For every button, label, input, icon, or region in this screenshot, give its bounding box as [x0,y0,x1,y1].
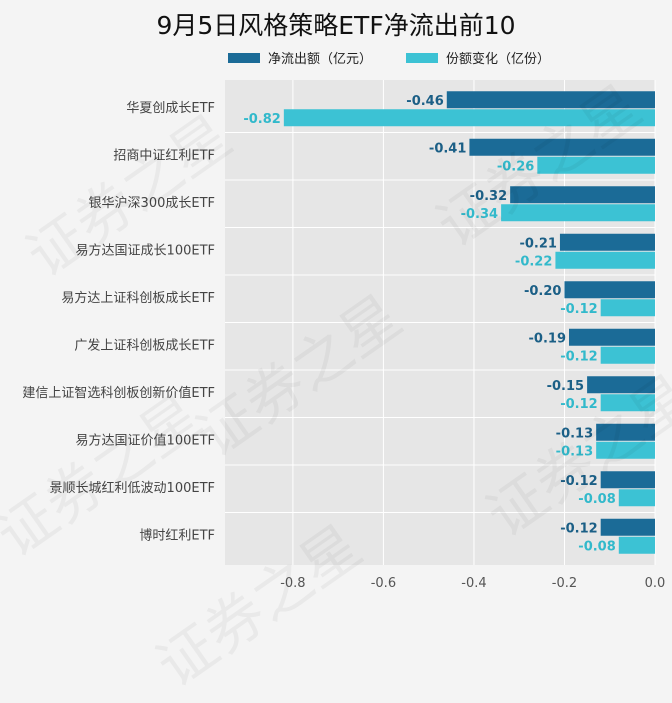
y-tick-label: 易方达上证科创板成长ETF [61,290,215,306]
data-label-share-change: -0.26 [497,159,534,174]
x-tick-label: 0.0 [645,576,666,591]
bar-outflow [510,186,655,204]
legend-item-outflow: 净流出额（亿元） [228,48,372,67]
data-label-share-change: -0.13 [556,444,593,459]
legend-label-outflow: 净流出额（亿元） [268,52,373,67]
bar-outflow [600,471,655,489]
bar-outflow [569,328,655,346]
bar-outflow [469,138,655,156]
bar-outflow [600,518,655,536]
x-tick-label: -0.8 [280,576,305,591]
y-tick-label: 银华沪深300成长ETF [89,195,215,211]
y-tick-label: 易方达国证价值100ETF [76,432,215,448]
bar-share-change [600,394,655,412]
bar-outflow [587,376,655,394]
data-label-outflow: -0.13 [556,426,593,441]
bar-share-change [501,204,655,222]
data-label-outflow: -0.19 [529,331,566,346]
bar-share-change [555,251,655,269]
bar-outflow [596,423,655,441]
bar-share-change [596,441,655,459]
bar-share-change [537,156,655,174]
bar-outflow [564,281,655,299]
data-label-share-change: -0.82 [243,112,280,127]
chart-plot: -0.8 -0.6 -0.4 -0.2 0.0 华夏创成长ETF -0.46 -0.82 招商中… [22,80,666,591]
data-label-outflow: -0.46 [406,94,443,109]
bar-share-change [283,109,655,127]
bar-outflow [559,233,655,251]
data-label-share-change: -0.08 [578,539,615,554]
data-label-share-change: -0.34 [461,207,498,222]
data-label-share-change: -0.12 [560,302,597,317]
y-tick-label: 博时红利ETF [139,527,215,543]
legend-swatch-share-change [406,52,439,63]
bar-outflow [446,91,655,109]
x-tick-label: -0.4 [461,576,486,591]
chart-title: 9月5日风格策略ETF净流出前10 [156,11,516,40]
data-label-outflow: -0.20 [524,284,561,299]
legend-swatch-outflow [228,52,260,63]
data-label-outflow: -0.15 [547,379,584,394]
data-label-outflow: -0.21 [519,236,556,251]
data-label-share-change: -0.12 [560,349,597,364]
data-label-outflow: -0.32 [470,189,507,204]
x-tick-label: -0.6 [371,576,396,591]
legend-item-share-change: 份额变化（亿份） [406,48,550,67]
legend-label-share-change: 份额变化（亿份） [446,52,551,67]
y-tick-label: 招商中证红利ETF [113,147,215,163]
y-tick-label: 广发上证科创板成长ETF [74,337,215,353]
y-tick-label: 华夏创成长ETF [126,101,215,116]
bar-share-change [618,536,655,554]
bar-share-change [600,299,655,317]
y-tick-label: 易方达国证成长100ETF [76,242,215,258]
data-label-outflow: -0.41 [429,141,466,156]
data-label-outflow: -0.12 [560,474,597,489]
bar-share-change [600,346,655,364]
y-tick-label: 建信上证智选科创板创新价值ETF [22,385,215,401]
legend: 净流出额（亿元） 份额变化（亿份） [228,48,584,67]
data-label-share-change: -0.08 [578,492,615,507]
y-tick-label: 景顺长城红利低波动100ETF [50,480,215,496]
data-label-share-change: -0.22 [515,254,552,269]
data-label-outflow: -0.12 [560,521,597,536]
bar-share-change [618,489,655,507]
x-tick-label: -0.2 [552,576,577,591]
data-label-share-change: -0.12 [560,397,597,412]
